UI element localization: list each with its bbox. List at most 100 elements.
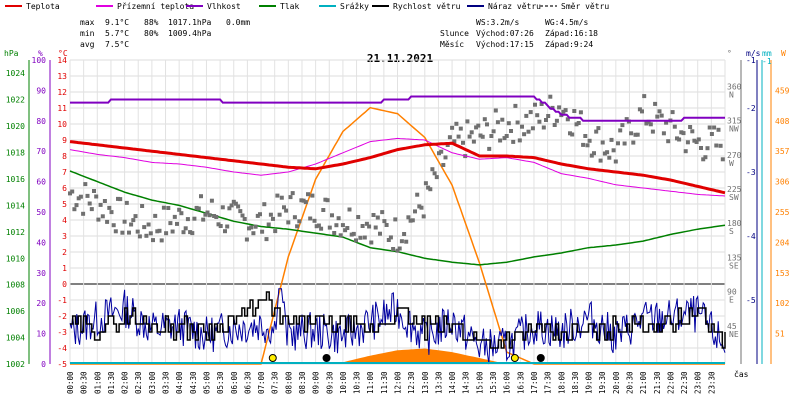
wind-direction-point <box>585 143 590 148</box>
wind-direction-point <box>76 196 81 201</box>
wind-direction-point <box>478 133 483 138</box>
wind-direction-point <box>275 193 280 198</box>
stat-max-rain: 0.0mm <box>226 18 250 27</box>
wind-direction-point <box>98 202 103 207</box>
wind-direction-point <box>166 206 171 210</box>
wind-direction-point <box>253 224 258 229</box>
wind-direction-point <box>212 214 217 218</box>
tick-hpa: 1016 <box>6 175 25 184</box>
wind-direction-point <box>570 132 575 137</box>
wind-direction-point <box>170 229 175 234</box>
wind-direction-point <box>164 231 169 236</box>
wind-direction-point <box>718 143 723 148</box>
wind-direction-point <box>509 129 513 133</box>
wind-direction-point <box>277 212 282 217</box>
wind-direction-point <box>386 238 391 242</box>
wind-direction-point <box>568 131 572 136</box>
wind-direction-point <box>207 213 212 218</box>
tick-time: 15:00 <box>475 371 484 394</box>
tick-time: 05:30 <box>216 371 225 394</box>
wind-direction-point <box>581 142 586 147</box>
tick-time: 02:30 <box>134 371 143 394</box>
wind-direction-point <box>94 194 99 199</box>
wind-direction-point <box>220 205 225 210</box>
wind-direction-point <box>323 197 328 202</box>
legend-label-teplota: Teplota <box>26 2 60 11</box>
tick-wm2: 459 <box>775 86 790 95</box>
wind-direction-point <box>227 206 232 211</box>
wind-direction-point <box>334 223 339 228</box>
wind-direction-point <box>362 235 367 240</box>
tick-dir: 225 <box>727 185 742 194</box>
tick-wm2: 255 <box>775 208 790 217</box>
wind-direction-point <box>310 193 315 198</box>
stat-min-label: min <box>80 29 95 38</box>
wind-direction-point <box>194 205 199 210</box>
wind-direction-point <box>526 129 531 134</box>
tick-hpa: 1006 <box>6 307 25 316</box>
tick-time: 07:00 <box>257 371 266 394</box>
tick-ms: -1 <box>746 56 756 65</box>
wind-direction-point <box>127 230 131 235</box>
wind-direction-point <box>380 210 385 215</box>
tick-time: 22:30 <box>680 371 689 394</box>
wind-direction-point <box>369 240 374 245</box>
tick-time: 06:00 <box>230 371 239 394</box>
wind-direction-point <box>286 220 291 225</box>
wind-direction-point <box>118 197 123 202</box>
axis-ticks: 14131211109876543210-1-2-3-4-51009080706… <box>6 56 790 394</box>
wind-direction-point <box>583 134 588 138</box>
series-temperature <box>69 140 726 195</box>
tick-dir-compass: N <box>729 90 734 99</box>
wind-direction-point <box>544 118 548 122</box>
tick-time: 20:30 <box>625 371 634 394</box>
tick-time: 13:00 <box>421 371 430 394</box>
tick-hpa: 1010 <box>6 254 25 263</box>
tick-ms: -5 <box>746 296 756 305</box>
wind-direction-point <box>598 158 603 163</box>
wind-direction-point <box>703 155 708 160</box>
wind-direction-point <box>661 131 666 136</box>
tick-wm2: 408 <box>775 117 790 126</box>
tick-hpa: 1014 <box>6 201 25 210</box>
wind-direction-point <box>343 228 348 233</box>
wind-direction-point <box>480 134 485 139</box>
wind-direction-point <box>70 189 75 194</box>
wind-direction-point <box>216 222 221 227</box>
wind-direction-point <box>351 231 356 236</box>
wind-direction-point <box>399 239 404 244</box>
wind-direction-point <box>600 140 605 145</box>
tick-time: 06:30 <box>243 371 252 394</box>
wind-direction-point <box>528 110 533 115</box>
wind-direction-point <box>410 218 415 223</box>
tick-time: 10:00 <box>339 371 348 394</box>
tick-pct: 20 <box>36 299 46 308</box>
wind-direction-point <box>233 201 238 206</box>
tick-hpa: 1024 <box>6 69 25 78</box>
tick-hpa: 1012 <box>6 228 25 237</box>
wind-direction-point <box>502 136 507 141</box>
tick-dir-compass: SW <box>729 193 739 202</box>
tick-dir: 180 <box>727 219 742 228</box>
stat-min-press: 1009.4hPa <box>168 29 212 38</box>
wind-direction-point <box>471 139 476 144</box>
series-ground-temperature <box>69 137 726 197</box>
wind-direction-point <box>616 141 620 146</box>
wind-direction-point <box>321 208 326 212</box>
tick-time: 00:30 <box>80 371 89 394</box>
wind-direction-point <box>144 233 149 238</box>
wind-direction-point <box>185 217 190 222</box>
wind-direction-point <box>151 238 155 243</box>
tick-time: 12:30 <box>407 371 416 394</box>
wind-direction-point <box>177 207 182 212</box>
wind-direction-point <box>190 231 195 236</box>
wind-direction-point <box>244 237 249 242</box>
tick-hpa: 1004 <box>6 334 25 343</box>
tick-time: 04:00 <box>175 371 184 394</box>
tick-dir-compass: NW <box>729 125 739 134</box>
tick-time: 08:30 <box>298 371 307 394</box>
wind-direction-point <box>657 109 662 114</box>
legend: Teplota Přízemní teplota Vlhkost Tlak Sr… <box>5 2 609 11</box>
tick-time: 22:00 <box>666 371 675 394</box>
wind-direction-point <box>653 101 658 106</box>
